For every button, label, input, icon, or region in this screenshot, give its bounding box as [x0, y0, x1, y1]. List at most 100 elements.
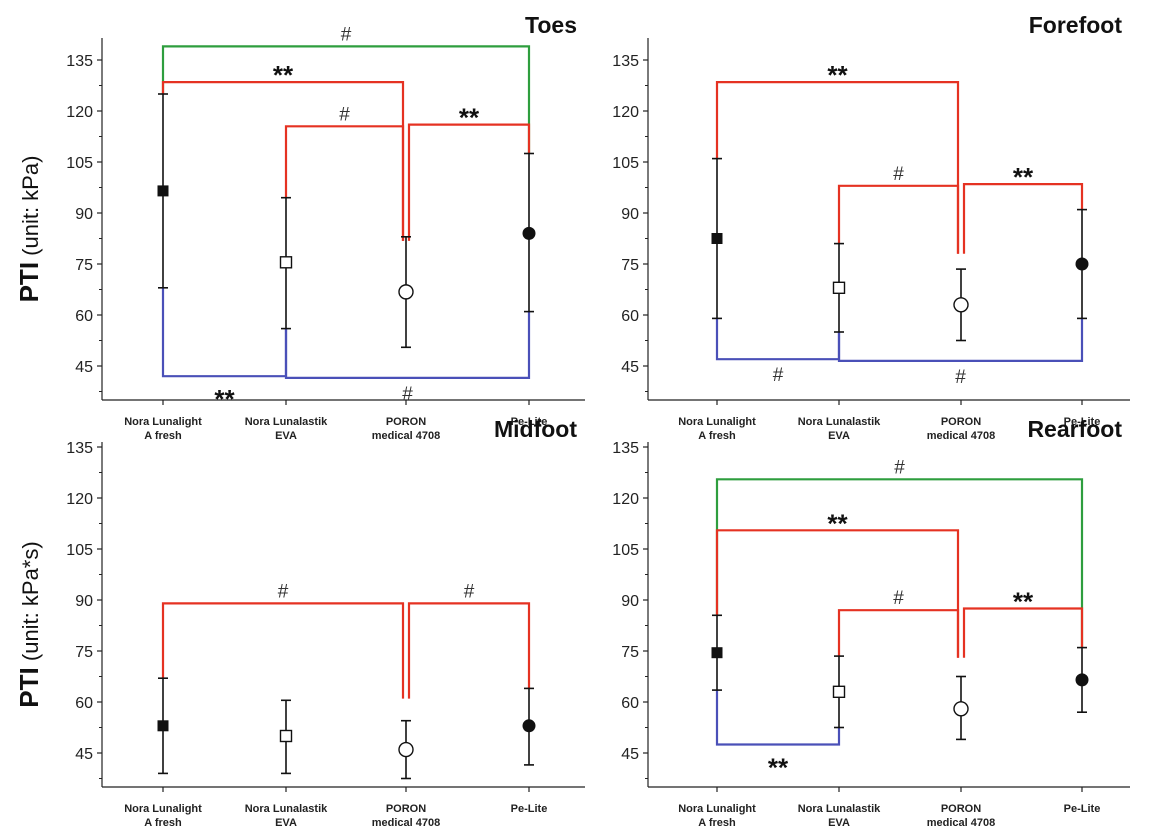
significance-label: #	[773, 365, 784, 386]
significance-label: **	[1013, 162, 1034, 192]
x-category-label: Nora Lunalastik	[798, 416, 881, 428]
x-category-label: medical 4708	[927, 430, 996, 442]
x-category-label: Pe-Lite	[1064, 803, 1101, 815]
panel-rearfoot: 45 60 75 90 105 120 135 Nora Lunalight A fresh No…	[612, 416, 1130, 829]
panel-toes: 45 60 75 90 105 120 135 Nora Lunalight A fresh No…	[14, 12, 585, 442]
y-axis-label: PTI (unit: kPa)	[14, 156, 44, 303]
significance-bracket	[715, 478, 1084, 648]
significance-bracket	[161, 602, 405, 699]
panel-forefoot: 45 60 75 90 105 120 135 Nora Lunalight A fresh No…	[612, 12, 1130, 442]
y-axis-label-unit: (unit: kPa*s)	[18, 541, 43, 667]
data-point	[398, 741, 414, 758]
x-category-label: A fresh	[698, 817, 736, 829]
y-tick-label: 75	[621, 644, 639, 661]
significance-label: **	[1013, 587, 1034, 617]
significance-label: **	[459, 103, 480, 133]
significance-bracket	[962, 183, 1084, 254]
x-category-label: Pe-Lite	[511, 803, 548, 815]
significance-bracket	[962, 607, 1084, 658]
data-point	[1075, 673, 1089, 687]
significance-bracket	[407, 602, 531, 699]
data-point	[398, 284, 414, 300]
significance-label: #	[339, 104, 350, 125]
data-point	[522, 719, 536, 733]
y-tick-label: 75	[621, 257, 639, 274]
x-category-label: Nora Lunalastik	[245, 803, 328, 815]
x-category-label: A fresh	[698, 430, 736, 442]
x-category-label: Nora Lunalight	[678, 416, 756, 428]
x-category-label: PORON	[941, 416, 981, 428]
significance-label: #	[955, 367, 966, 388]
x-category-label: Nora Lunalight	[124, 803, 202, 815]
data-point	[157, 185, 169, 197]
significance-label: **	[827, 508, 848, 538]
y-tick-label: 105	[612, 542, 639, 559]
y-tick-label: 135	[66, 53, 93, 70]
y-tick-label: 60	[75, 695, 93, 712]
panel-title: Midfoot	[494, 416, 577, 442]
significance-bracket	[284, 311, 531, 379]
y-tick-label: 120	[66, 491, 93, 508]
significance-label: #	[893, 588, 904, 609]
significance-bracket	[837, 318, 1084, 362]
x-category-label: Pe-Lite	[511, 416, 548, 428]
x-category-label: Nora Lunalight	[678, 803, 756, 815]
x-category-label: A fresh	[144, 817, 182, 829]
significance-label: #	[894, 457, 905, 478]
significance-label: #	[341, 24, 352, 45]
significance-label: #	[464, 581, 475, 602]
y-tick-label: 90	[75, 593, 93, 610]
x-category-label: medical 4708	[927, 817, 996, 829]
panel-title: Rearfoot	[1027, 416, 1122, 442]
panel-title: Forefoot	[1029, 12, 1123, 38]
data-point	[832, 685, 846, 698]
x-category-label: EVA	[275, 817, 297, 829]
y-tick-label: 105	[66, 155, 93, 172]
y-axis-label-bold: PTI	[14, 262, 44, 302]
data-point	[953, 297, 969, 313]
y-tick-label: 90	[75, 206, 93, 223]
y-tick-label: 120	[612, 104, 639, 121]
data-point	[711, 647, 723, 659]
y-tick-label: 45	[621, 746, 639, 763]
data-point	[279, 729, 293, 743]
significance-bracket	[715, 318, 841, 361]
x-category-label: EVA	[275, 430, 297, 442]
y-tick-label: 90	[621, 593, 639, 610]
significance-bracket	[284, 125, 405, 241]
significance-bracket	[837, 609, 960, 658]
x-category-label: Nora Lunalastik	[798, 803, 881, 815]
y-tick-label: 135	[612, 53, 639, 70]
significance-label: **	[273, 60, 294, 90]
y-tick-label: 45	[75, 359, 93, 376]
significance-label: #	[278, 581, 289, 602]
significance-label: **	[768, 753, 789, 783]
y-tick-label: 75	[75, 257, 93, 274]
y-tick-label: 105	[612, 155, 639, 172]
data-point	[157, 720, 169, 732]
y-tick-label: 60	[621, 695, 639, 712]
x-category-label: medical 4708	[372, 430, 441, 442]
y-tick-label: 120	[612, 491, 639, 508]
data-point	[711, 233, 723, 244]
significance-bracket	[715, 690, 841, 746]
data-point	[1075, 257, 1089, 271]
significance-label: **	[214, 384, 235, 414]
x-category-label: Pe-Lite	[1064, 416, 1101, 428]
x-category-label: EVA	[828, 817, 850, 829]
y-tick-label: 90	[621, 206, 639, 223]
data-point	[279, 256, 293, 269]
data-point	[522, 226, 536, 240]
significance-bracket	[161, 80, 405, 241]
y-tick-label: 120	[66, 104, 93, 121]
y-axis-label-bold: PTI	[14, 667, 44, 707]
x-category-label: medical 4708	[372, 817, 441, 829]
data-point	[953, 701, 969, 717]
x-category-label: Nora Lunalight	[124, 416, 202, 428]
x-category-label: PORON	[386, 803, 426, 815]
panel-title: Toes	[525, 12, 577, 38]
significance-bracket	[407, 123, 531, 241]
significance-bracket	[715, 80, 960, 254]
y-axis-label-unit: (unit: kPa)	[18, 156, 43, 262]
x-category-label: PORON	[386, 416, 426, 428]
